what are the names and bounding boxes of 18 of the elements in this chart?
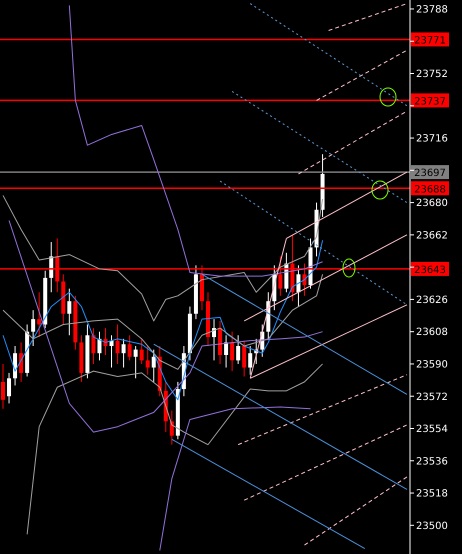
y-tick-label: 23590 [416,360,448,371]
y-tick-label: 23572 [416,392,448,403]
ref-line-label: 23737 [414,96,446,108]
y-tick-label: 23680 [416,198,448,210]
ref-line-label: 23643 [414,264,446,276]
y-tick-label: 23518 [416,488,448,500]
y-tick-label: 23536 [416,456,448,468]
ref-line-label: 23771 [414,35,446,46]
ref-line-label: 23688 [414,184,446,196]
y-tick-label: 23608 [416,327,448,338]
y-tick-label: 23752 [416,69,448,80]
y-tick-label: 23716 [416,134,448,145]
y-tick-label: 23554 [416,424,448,436]
y-tick-label: 23626 [416,294,448,306]
y-tick-label: 23788 [416,4,448,16]
ref-line-label: 23697 [414,168,446,180]
y-tick-label: 23662 [416,230,448,242]
y-tick-label: 23500 [416,520,448,532]
